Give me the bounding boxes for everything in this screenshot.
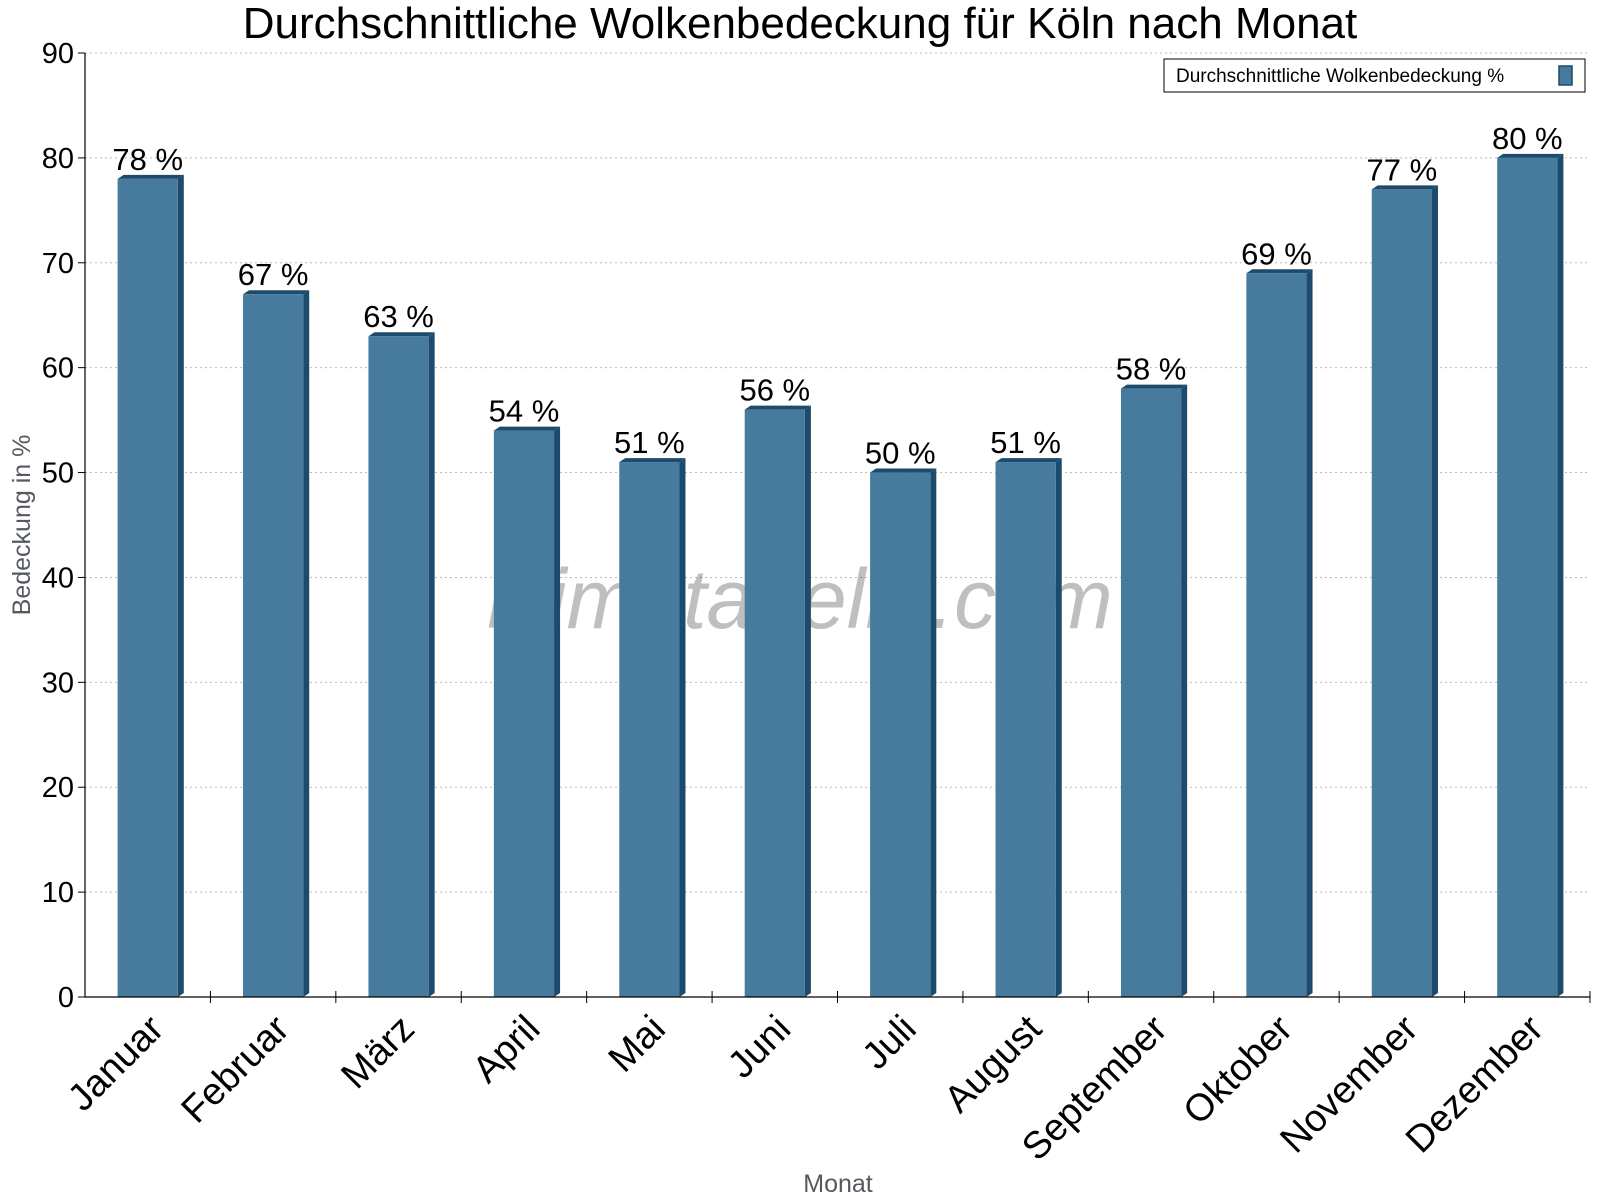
y-axis-title: Bedeckung in % bbox=[8, 435, 36, 616]
chart-title: Durchschnittliche Wolkenbedeckung für Kö… bbox=[243, 0, 1357, 48]
data-label: 58 % bbox=[1116, 352, 1187, 387]
x-tick-label: Oktober bbox=[1176, 1007, 1302, 1133]
bar-top bbox=[243, 290, 310, 295]
bar bbox=[744, 409, 805, 998]
data-label: 63 % bbox=[363, 299, 434, 334]
x-tick-label: April bbox=[465, 1008, 548, 1091]
x-tick-label: März bbox=[333, 1008, 422, 1097]
y-tick-label: 0 bbox=[58, 982, 74, 1014]
bar-top bbox=[995, 458, 1062, 463]
bar bbox=[1497, 157, 1558, 997]
bar-side bbox=[679, 458, 686, 998]
bar bbox=[1246, 273, 1307, 997]
bar-side bbox=[1055, 458, 1062, 998]
x-tick-labels: Januar Februar März April Mai Juni Juli AugustS… bbox=[60, 1007, 1552, 1168]
data-label: 51 % bbox=[990, 425, 1061, 460]
y-tick-label: 80 bbox=[42, 143, 74, 175]
bar bbox=[619, 462, 680, 998]
x-tick-label: Juli bbox=[855, 1008, 925, 1078]
y-tick-label: 70 bbox=[42, 248, 74, 280]
bar-side bbox=[303, 290, 310, 997]
bar-side bbox=[1181, 384, 1188, 998]
x-tick-label: Juni bbox=[720, 1008, 799, 1087]
data-label: 69 % bbox=[1241, 236, 1312, 271]
y-tick-label: 60 bbox=[42, 353, 74, 385]
data-label: 80 % bbox=[1492, 121, 1563, 156]
bar-dezember: 80 % bbox=[1492, 121, 1564, 997]
y-tick-label: 20 bbox=[42, 772, 74, 804]
data-label: 56 % bbox=[739, 373, 810, 408]
legend-swatch bbox=[1558, 65, 1573, 86]
x-axis-title: Monat bbox=[803, 1170, 873, 1198]
data-label: 54 % bbox=[489, 394, 560, 429]
bar-top bbox=[1246, 269, 1313, 274]
x-tick-label: Dezember bbox=[1398, 1007, 1552, 1161]
bar-top bbox=[1371, 185, 1438, 190]
y-tick-label: 50 bbox=[42, 458, 74, 490]
bar bbox=[1371, 189, 1432, 997]
bar-top bbox=[368, 332, 435, 337]
legend-box bbox=[1163, 58, 1586, 93]
bar bbox=[368, 336, 429, 997]
x-tick-label: Januar bbox=[60, 1007, 172, 1119]
bar-side bbox=[1557, 153, 1564, 997]
bar-side bbox=[1431, 185, 1438, 997]
bar bbox=[493, 430, 555, 998]
data-label: 78 % bbox=[112, 142, 183, 177]
bar-side bbox=[804, 405, 811, 998]
bars: 78 % 67 % 63 % 54 % 51 % 56 % 50 % 51 % 58 % 69 %… bbox=[112, 121, 1564, 998]
bar-mai: 51 % bbox=[614, 425, 686, 998]
bar-side bbox=[1306, 269, 1313, 997]
bar-top bbox=[1497, 153, 1564, 158]
y-tick-label: 10 bbox=[42, 877, 74, 909]
bar bbox=[243, 294, 304, 997]
bar bbox=[117, 178, 178, 997]
bar-top bbox=[870, 468, 937, 473]
bar-august: 51 % bbox=[990, 425, 1062, 998]
bar-top bbox=[619, 458, 686, 463]
bar-side bbox=[428, 332, 435, 997]
bar-märz: 63 % bbox=[363, 299, 435, 997]
y-tick-label: 90 bbox=[42, 38, 74, 70]
bar-top bbox=[1120, 384, 1188, 389]
bar-januar: 78 % bbox=[112, 142, 184, 997]
bar-september: 58 % bbox=[1116, 352, 1188, 998]
bar-side bbox=[554, 426, 561, 998]
bar bbox=[870, 472, 931, 997]
bar-februar: 67 % bbox=[238, 257, 310, 997]
gridlines bbox=[85, 52, 1590, 893]
bar-juli: 50 % bbox=[865, 436, 937, 997]
bar bbox=[1120, 388, 1182, 998]
bar-november: 77 % bbox=[1367, 152, 1438, 997]
bar bbox=[995, 462, 1056, 998]
y-tick-label: 40 bbox=[42, 562, 74, 594]
axes bbox=[78, 52, 1591, 1003]
bar-oktober: 69 % bbox=[1241, 236, 1313, 997]
data-label: 50 % bbox=[865, 436, 936, 471]
bar-top bbox=[493, 426, 561, 431]
data-label: 67 % bbox=[238, 257, 309, 292]
bar-april: 54 % bbox=[489, 394, 561, 998]
bar-side bbox=[930, 468, 937, 997]
legend-label: Durchschnittliche Wolkenbedeckung % bbox=[1176, 66, 1504, 87]
data-label: 77 % bbox=[1367, 152, 1438, 187]
bar-juni: 56 % bbox=[739, 373, 811, 998]
bar-top bbox=[117, 174, 184, 179]
x-tick-label: August bbox=[937, 1007, 1051, 1121]
x-tick-label: Februar bbox=[174, 1007, 298, 1131]
bar-top bbox=[744, 405, 811, 410]
legend: Durchschnittliche Wolkenbedeckung % bbox=[1163, 58, 1586, 93]
y-tick-labels: 0 10 20 30 40 50 60 70 80 90 bbox=[42, 38, 74, 1014]
y-tick-label: 30 bbox=[42, 667, 74, 699]
x-tick-label: Mai bbox=[601, 1008, 674, 1081]
bar-side bbox=[177, 174, 184, 997]
data-label: 51 % bbox=[614, 425, 685, 460]
